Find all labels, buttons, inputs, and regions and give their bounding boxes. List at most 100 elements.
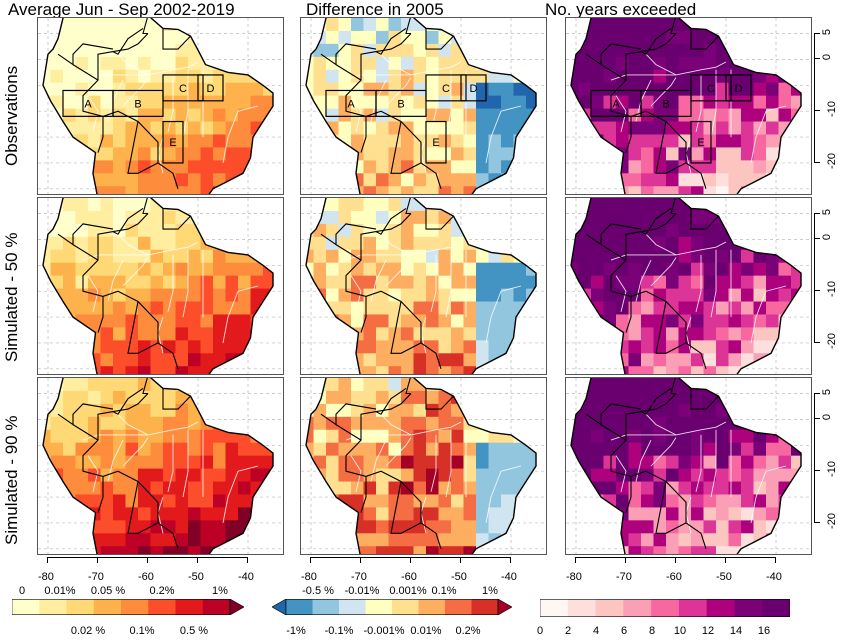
field-cell <box>641 30 655 45</box>
field-cell <box>666 546 680 554</box>
x-axis-line <box>310 557 510 558</box>
field-cell <box>426 186 440 194</box>
field-cell <box>200 95 214 110</box>
field-cell <box>376 69 390 84</box>
field-cell <box>591 173 605 187</box>
field-cell <box>666 494 680 509</box>
field-cell <box>488 160 502 174</box>
field-cell <box>766 507 780 521</box>
field-cell <box>338 236 352 251</box>
field-cell <box>50 546 64 554</box>
river-line <box>107 439 124 482</box>
field-cell <box>225 442 239 457</box>
field-cell <box>666 366 680 374</box>
river-line <box>380 413 412 436</box>
field-cell <box>376 147 390 161</box>
field-cell <box>728 481 742 496</box>
field-cell <box>113 186 127 194</box>
field-cell <box>88 416 102 431</box>
field-cell <box>571 416 580 431</box>
x-tick-mark <box>247 557 248 563</box>
field-cell <box>703 533 717 547</box>
x-tick-mark <box>675 557 676 563</box>
field-cell <box>138 236 152 251</box>
field-cell <box>488 455 502 470</box>
field-cell <box>50 340 64 354</box>
field-cell <box>388 429 402 444</box>
field-cell <box>75 429 89 444</box>
field-cell <box>539 507 547 521</box>
field-cell <box>791 210 801 225</box>
field-cell <box>539 18 547 32</box>
field-cell <box>175 533 189 547</box>
country-border <box>127 121 159 174</box>
field-cell <box>653 340 667 354</box>
field-cell <box>413 249 427 264</box>
field-cell <box>306 249 315 264</box>
field-cell <box>200 455 214 470</box>
field-cell <box>138 546 152 554</box>
field-cell <box>313 82 327 97</box>
field-cell <box>225 262 239 277</box>
field-cell <box>578 403 592 418</box>
river-line <box>430 434 437 493</box>
field-cell <box>526 314 536 329</box>
river-line <box>380 233 412 256</box>
field-cell <box>250 56 264 71</box>
field-cell <box>591 429 605 444</box>
field-cell <box>351 390 365 405</box>
field-cell <box>539 378 547 392</box>
coastline <box>305 198 537 374</box>
river-line <box>380 53 412 76</box>
field-cell <box>125 18 139 32</box>
field-cell <box>716 275 730 290</box>
field-cell <box>766 416 780 431</box>
field-cell <box>703 69 717 84</box>
field-cell <box>753 223 767 238</box>
field-cell <box>43 108 52 123</box>
field-cell <box>526 223 536 238</box>
field-cell <box>526 340 536 354</box>
field-cell <box>741 249 755 264</box>
colorbar-swatch <box>595 599 624 617</box>
x-axis-line <box>47 557 247 558</box>
field-cell <box>351 134 365 149</box>
country-border <box>405 18 411 35</box>
field-cell <box>804 122 812 136</box>
field-cell <box>63 520 77 534</box>
field-cell <box>766 186 780 194</box>
field-cell <box>250 262 264 277</box>
field-cell <box>716 507 730 521</box>
field-cell <box>50 56 64 71</box>
field-cell <box>476 108 490 123</box>
field-cell <box>716 198 730 212</box>
field-cell <box>225 56 239 71</box>
river-line <box>350 275 362 313</box>
field-cell <box>641 288 655 303</box>
colorbar-arrow-right <box>229 599 244 615</box>
field-cell <box>88 390 102 405</box>
field-cell <box>766 403 780 418</box>
field-cell <box>716 481 730 496</box>
field-cell <box>653 481 667 496</box>
field-cell <box>526 18 536 32</box>
field-cell <box>163 108 177 123</box>
field-cell <box>238 56 252 71</box>
field-cell <box>741 481 755 496</box>
field-cell <box>401 186 415 194</box>
field-cell <box>653 198 667 212</box>
field-cell <box>413 186 427 194</box>
field-cell <box>426 301 440 316</box>
field-cell <box>501 95 515 110</box>
field-cell <box>766 442 780 457</box>
field-cell <box>113 56 127 71</box>
field-cell <box>728 288 742 303</box>
field-cell <box>666 416 680 431</box>
field-cell <box>338 108 352 123</box>
field-cell <box>75 160 89 174</box>
field-cell <box>163 275 177 290</box>
field-cell <box>778 18 792 32</box>
field-cell <box>306 429 315 444</box>
country-border <box>640 207 672 235</box>
field-cell <box>539 173 547 187</box>
